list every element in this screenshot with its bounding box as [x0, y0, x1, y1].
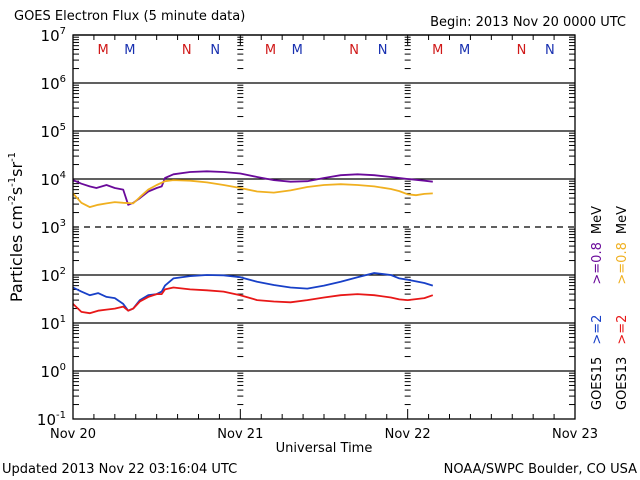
y-tick-exp: 5	[60, 122, 66, 133]
legend-goes15-sat: GOES15	[590, 357, 605, 410]
legend-goes13: GOES13 >=2 >=0.8 MeV	[615, 206, 630, 410]
legend-goes15-08mev: >=0.8	[590, 242, 605, 284]
local-time-marker: N	[378, 43, 388, 58]
y-tick-base: 10	[41, 363, 60, 381]
grid-lines	[73, 34, 575, 372]
y-tick-exp: 2	[60, 266, 66, 277]
y-tick-label: 107	[41, 26, 66, 45]
series-line	[72, 170, 433, 206]
series-line	[72, 286, 434, 315]
local-time-marker: N	[545, 43, 555, 58]
y-label-exp1: -2	[7, 195, 18, 205]
y-tick-exp: 4	[60, 170, 66, 181]
y-tick-label: 105	[41, 122, 66, 141]
x-tick-label: Nov 22	[385, 427, 431, 442]
y-label-exp2: -1	[7, 177, 18, 187]
local-time-marker: N	[210, 43, 220, 58]
y-tick-base: 10	[41, 123, 60, 141]
updated-timestamp: Updated 2013 Nov 22 03:16:04 UTC	[2, 462, 237, 477]
legend: GOES15 >=2 >=0.8 MeV GOES13 >=2 >=0.8 MeV	[590, 206, 630, 410]
axis-ticks	[72, 35, 576, 419]
x-tick-label: Nov 20	[50, 427, 96, 442]
y-tick-base: 10	[41, 75, 60, 93]
local-time-marker: N	[182, 43, 192, 58]
credit-text: NOAA/SWPC Boulder, CO USA	[444, 462, 637, 477]
chart-title: GOES Electron Flux (5 minute data)	[14, 9, 245, 24]
y-axis-label: Particles cm-2s-1sr-1	[7, 152, 26, 302]
local-time-marker: M	[292, 43, 303, 58]
local-time-marker: N	[517, 43, 527, 58]
local-time-marker: M	[98, 43, 109, 58]
x-tick-label: Nov 23	[552, 427, 598, 442]
y-tick-label: 103	[41, 218, 66, 237]
series-line	[72, 272, 434, 312]
y-tick-base: 10	[41, 267, 60, 285]
legend-goes13-08mev: >=0.8	[615, 242, 630, 284]
local-time-marker: M	[265, 43, 276, 58]
legend-goes13-sat: GOES13	[615, 357, 630, 410]
chart-subtitle: Begin: 2013 Nov 20 0000 UTC	[430, 15, 626, 30]
y-tick-exp: 7	[60, 26, 66, 37]
y-label-sr: sr	[7, 162, 26, 177]
local-time-marker: M	[459, 43, 470, 58]
y-tick-label: 10-1	[37, 410, 66, 429]
y-tick-exp: 0	[60, 362, 66, 373]
legend-goes15-2mev: >=2	[590, 315, 605, 345]
y-label-s: s	[7, 187, 26, 195]
y-tick-exp: 6	[60, 74, 66, 85]
y-tick-exp: -1	[56, 410, 66, 421]
local-time-marker: M	[124, 43, 135, 58]
y-tick-label: 106	[41, 74, 66, 93]
x-tick-labels: Nov 20 Nov 21 Nov 22 Nov 23	[50, 427, 598, 442]
x-tick-label: Nov 21	[217, 427, 263, 442]
y-tick-exp: 3	[60, 218, 66, 229]
series-line	[72, 179, 433, 209]
y-tick-label: 101	[41, 314, 66, 333]
y-tick-label: 102	[41, 266, 66, 285]
y-tick-base: 10	[41, 171, 60, 189]
x-axis-label: Universal Time	[276, 441, 373, 456]
local-time-marker: N	[349, 43, 359, 58]
y-tick-label: 104	[41, 170, 66, 189]
y-tick-exp: 1	[60, 314, 66, 325]
y-tick-base: 10	[37, 411, 56, 429]
y-label-exp3: -1	[7, 152, 18, 162]
y-tick-base: 10	[41, 219, 60, 237]
y-tick-base: 10	[41, 315, 60, 333]
y-tick-label: 100	[41, 362, 66, 381]
y-label-base: Particles cm	[7, 205, 26, 302]
y-tick-base: 10	[41, 27, 60, 45]
legend-goes13-unit: MeV	[615, 206, 630, 234]
local-time-marker: M	[432, 43, 443, 58]
data-series	[72, 170, 434, 315]
legend-goes15: GOES15 >=2 >=0.8 MeV	[590, 206, 605, 410]
legend-goes13-2mev: >=2	[615, 315, 630, 345]
legend-goes15-unit: MeV	[590, 206, 605, 234]
plot-frame	[72, 34, 576, 420]
